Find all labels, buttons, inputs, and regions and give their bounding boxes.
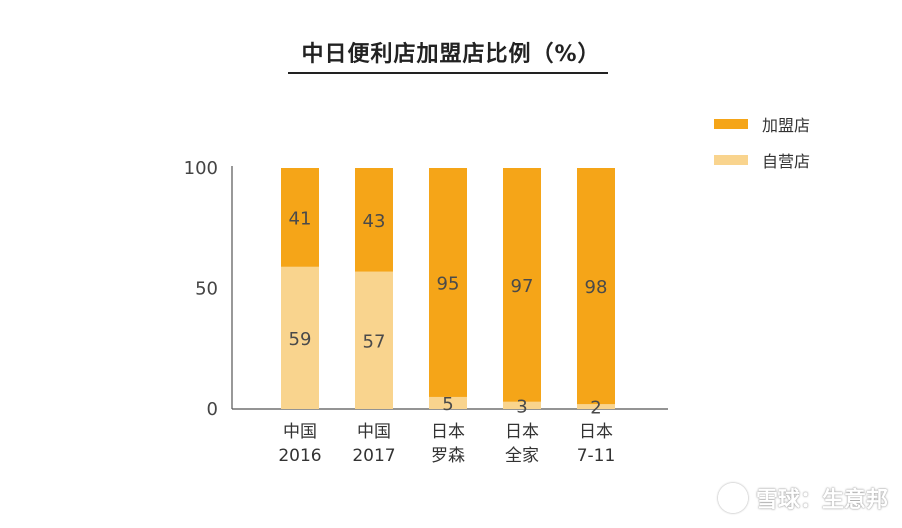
data-label-self-operated: 5 (442, 394, 453, 415)
bar-segment-self-operated (355, 271, 393, 409)
legend-swatch-franchise (714, 119, 748, 129)
data-label-franchise: 98 (585, 277, 608, 298)
legend-label-self-operated: 自营店 (762, 152, 811, 171)
watermark: 雪球：生意邦 (717, 482, 888, 514)
x-tick-label-line1: 中国 (357, 422, 391, 442)
x-tick-label-line2: 罗森 (431, 446, 465, 466)
snowball-logo-icon (717, 483, 748, 513)
x-tick-label-line2: 7-11 (577, 446, 616, 466)
legend-swatch-self-operated (714, 155, 748, 165)
y-tick-label: 0 (207, 399, 218, 420)
x-tick-label-line2: 2017 (352, 446, 395, 466)
data-label-franchise: 41 (289, 208, 312, 229)
watermark-text: 雪球：生意邦 (755, 488, 888, 513)
x-tick-label-line2: 2016 (278, 446, 321, 466)
bar-segment-franchise (281, 168, 319, 267)
bar-segment-franchise (429, 168, 467, 397)
data-label-self-operated: 57 (363, 331, 386, 352)
x-tick-label-line1: 日本 (579, 422, 613, 442)
data-label-franchise: 95 (437, 273, 460, 294)
bar-segment-self-operated (429, 396, 467, 409)
bar-segment-self-operated (281, 266, 319, 409)
x-tick-label-line1: 日本 (431, 422, 465, 442)
bar-segment-franchise (577, 168, 615, 405)
bar-segment-franchise (503, 168, 541, 402)
chart-title: 中日便利店加盟店比例（%） (301, 42, 601, 67)
data-label-self-operated: 2 (590, 398, 601, 419)
title-underline (288, 72, 608, 74)
legend: 加盟店 自营店 (714, 106, 810, 178)
data-label-self-operated: 59 (289, 329, 312, 350)
y-tick-label: 50 (195, 279, 218, 300)
data-label-franchise: 43 (363, 211, 386, 232)
x-tick-label-line1: 中国 (283, 422, 317, 442)
legend-item-self-operated: 自营店 (714, 142, 810, 178)
x-tick-label-line1: 日本 (505, 422, 539, 442)
legend-label-franchise: 加盟店 (762, 116, 811, 135)
bar-segment-self-operated (577, 404, 615, 409)
bar-segment-franchise (355, 168, 393, 272)
legend-item-franchise: 加盟店 (714, 106, 810, 142)
data-label-franchise: 97 (511, 276, 534, 297)
x-tick-label-line2: 全家 (505, 446, 539, 466)
bar-segment-self-operated (503, 401, 541, 409)
data-label-self-operated: 3 (516, 396, 527, 417)
y-tick-label: 100 (184, 158, 218, 179)
